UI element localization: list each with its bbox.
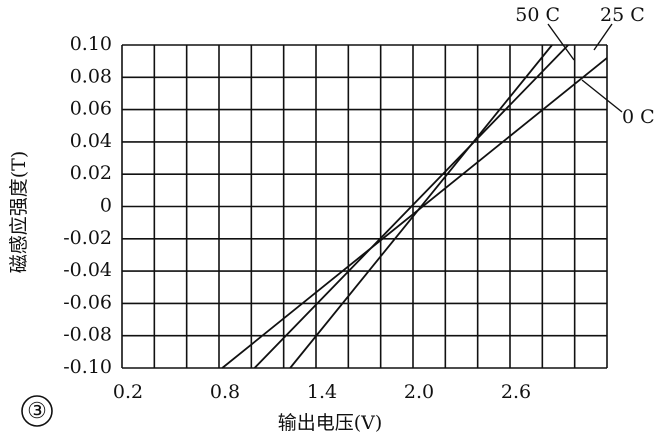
x-axis-title: 输出电压(V) [278, 412, 383, 434]
y-axis-title: 磁感应强度(T) [8, 151, 30, 274]
x-tick-label: 2.6 [501, 381, 531, 403]
y-tick-label: -0.08 [63, 324, 112, 346]
y-tick-label: 0.04 [70, 130, 112, 152]
x-tick-label: 0.2 [113, 381, 143, 403]
legend-label: 25 C [600, 4, 645, 26]
leader-line [581, 79, 623, 113]
series-line [289, 44, 553, 369]
leader-line [547, 23, 575, 61]
y-tick-label: -0.06 [63, 291, 112, 313]
y-tick-label: 0.08 [70, 65, 112, 87]
x-tick-label: 0.8 [210, 381, 240, 403]
series-line [221, 57, 608, 369]
legend-label: 0 C [622, 106, 655, 128]
annotation: ③ [27, 399, 47, 424]
y-tick-label: 0.02 [70, 162, 112, 184]
y-tick-label: 0 [100, 195, 112, 217]
legend-label: 50 C [515, 4, 560, 26]
annotation-circle [21, 395, 53, 427]
leader-line [593, 23, 613, 51]
y-tick-label: -0.10 [63, 356, 112, 378]
y-tick-label: 0.10 [70, 33, 112, 55]
y-tick-label: -0.04 [63, 259, 112, 281]
y-tick-label: -0.02 [63, 227, 112, 249]
series-line [253, 44, 569, 369]
x-tick-label: 2.0 [404, 381, 434, 403]
y-tick-label: 0.06 [70, 98, 112, 120]
x-tick-label: 1.4 [307, 381, 337, 403]
